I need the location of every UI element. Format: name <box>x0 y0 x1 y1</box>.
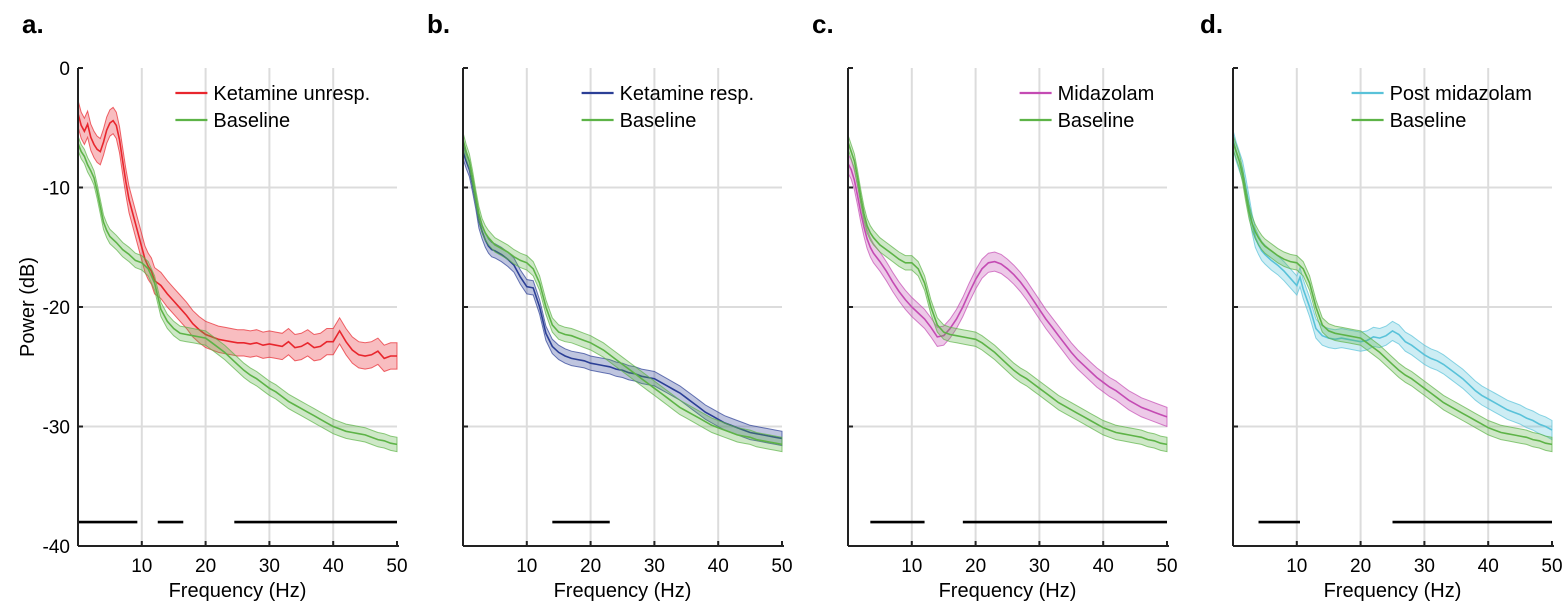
x-tick-label: 40 <box>323 556 344 577</box>
x-tick-label: 20 <box>965 556 986 577</box>
legend: Post midazolam Baseline <box>1351 83 1532 132</box>
y-tick-label: 0 <box>59 59 70 80</box>
x-tick-label: 30 <box>1414 556 1435 577</box>
series-baseline <box>1232 134 1553 453</box>
legend: Ketamine unresp. Baseline <box>175 83 370 132</box>
x-tick-label: 50 <box>1541 556 1562 577</box>
x-tick-label: 50 <box>771 556 792 577</box>
y-tick-label: -20 <box>43 298 70 319</box>
series-baseline <box>77 135 398 453</box>
series-post-midazolam <box>1232 129 1553 441</box>
series-line <box>1232 139 1553 431</box>
confidence-band <box>1232 129 1553 441</box>
confidence-band <box>77 135 398 453</box>
x-tick-label: 40 <box>708 556 729 577</box>
x-tick-label: 10 <box>901 556 922 577</box>
legend: Midazolam Baseline <box>1019 83 1155 132</box>
x-tick-label: 10 <box>131 556 152 577</box>
legend-entry: Ketamine unresp. <box>213 83 370 105</box>
series-midazolam <box>847 153 1168 428</box>
y-tick-label: -10 <box>43 179 70 200</box>
legend: Ketamine resp. Baseline <box>581 83 755 132</box>
confidence-band <box>462 132 783 453</box>
y-tick-label: -40 <box>43 537 70 558</box>
x-tick-label: 20 <box>1350 556 1371 577</box>
confidence-band <box>462 144 783 447</box>
confidence-band <box>77 100 398 373</box>
panel-letter: d. <box>1200 9 1223 39</box>
x-axis-label: Frequency (Hz) <box>1324 580 1462 602</box>
panel-letter: c. <box>812 9 834 39</box>
x-axis-label: Frequency (Hz) <box>169 580 307 602</box>
series-line <box>847 163 1168 418</box>
confidence-band <box>847 153 1168 428</box>
confidence-band <box>847 134 1168 453</box>
panel-2: 10 20 30 40 50 Frequency (Hz) b. Ketamine resp.… <box>427 9 793 602</box>
x-tick-label: 50 <box>386 556 407 577</box>
series-baseline <box>847 134 1168 453</box>
x-tick-label: 10 <box>516 556 537 577</box>
panel-1: 0 -10 -20 -30 -40 10 20 30 40 50 Frequency (Hz) Pow… <box>17 9 408 602</box>
legend-entry: Midazolam <box>1058 83 1155 105</box>
legend-entry: Baseline <box>213 110 290 132</box>
panel-letter: a. <box>22 9 44 39</box>
legend-entry: Baseline <box>620 110 697 132</box>
x-tick-label: 20 <box>580 556 601 577</box>
x-tick-label: 20 <box>195 556 216 577</box>
x-tick-label: 40 <box>1093 556 1114 577</box>
series-line <box>847 141 1168 446</box>
x-tick-label: 30 <box>259 556 280 577</box>
x-axis-label: Frequency (Hz) <box>939 580 1077 602</box>
y-axis-label: Power (dB) <box>17 257 39 357</box>
series-line <box>462 151 783 440</box>
x-tick-label: 40 <box>1478 556 1499 577</box>
panel-3: 10 20 30 40 50 Frequency (Hz) c. Midazolam Basel… <box>812 9 1178 602</box>
series-line <box>462 139 783 446</box>
x-tick-label: 50 <box>1156 556 1177 577</box>
series-baseline <box>462 132 783 453</box>
panel-letter: b. <box>427 9 450 39</box>
series-ketamine-resp <box>462 144 783 447</box>
panel-4: 10 20 30 40 50 Frequency (Hz) d. Post midazolam… <box>1200 9 1563 602</box>
series-line <box>77 113 397 360</box>
x-tick-label: 30 <box>1029 556 1050 577</box>
legend-entry: Ketamine resp. <box>620 83 755 105</box>
legend-entry: Baseline <box>1058 110 1135 132</box>
series-line <box>1232 141 1553 446</box>
x-tick-label: 10 <box>1286 556 1307 577</box>
y-tick-label: -30 <box>43 418 70 439</box>
legend-entry: Baseline <box>1390 110 1467 132</box>
series-ketamine-unresp <box>77 100 398 373</box>
x-tick-label: 30 <box>644 556 665 577</box>
series-line <box>77 143 398 446</box>
x-axis-label: Frequency (Hz) <box>554 580 692 602</box>
legend-entry: Post midazolam <box>1390 83 1532 105</box>
confidence-band <box>1232 134 1553 453</box>
